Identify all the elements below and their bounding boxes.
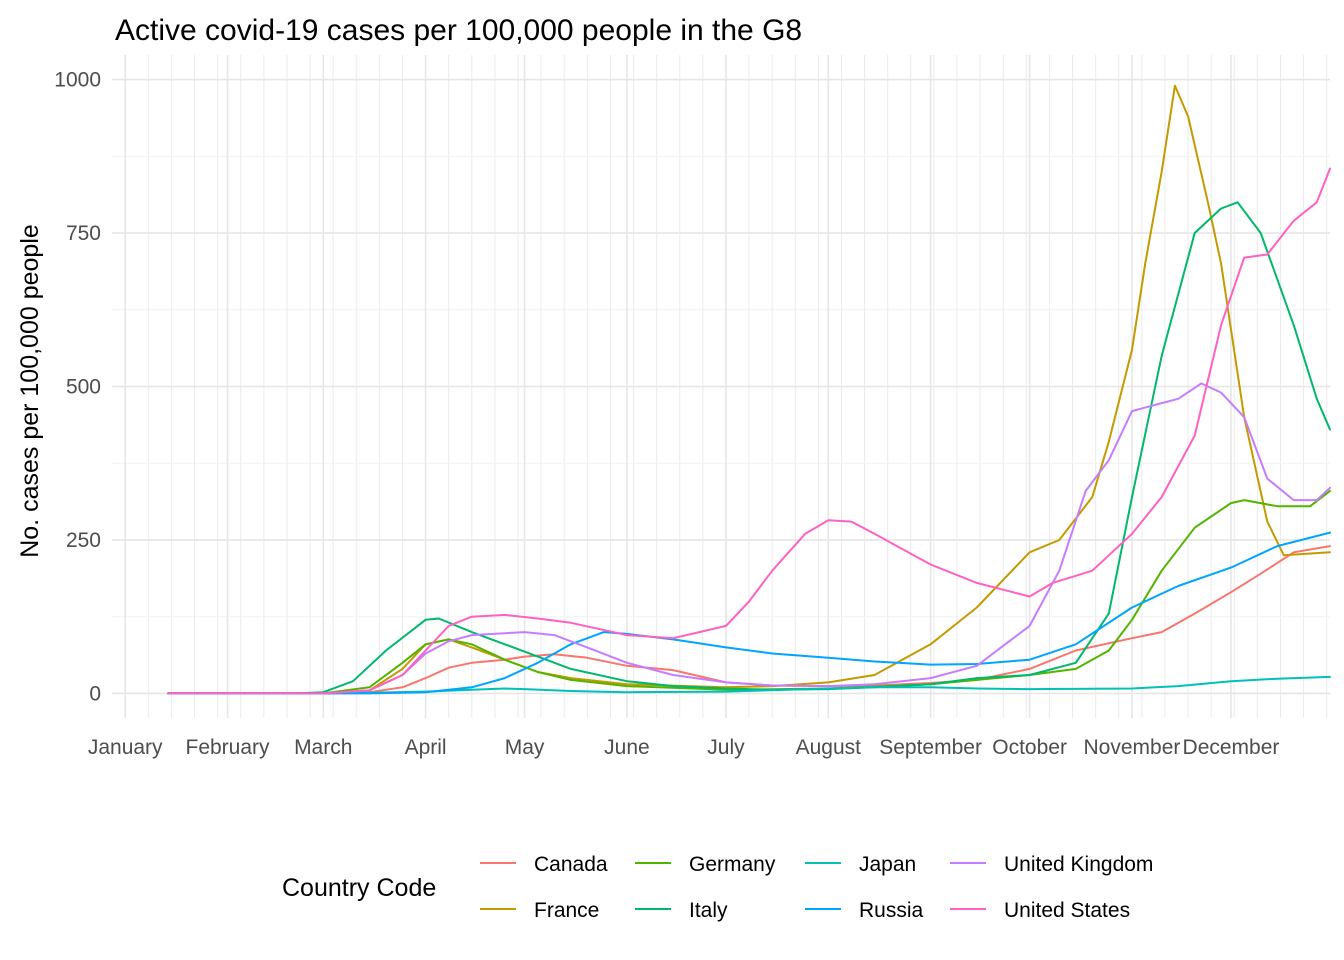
legend: Country Code Canada France Germany Italy Jap… <box>282 853 1153 922</box>
y-tick-label: 1000 <box>54 69 101 92</box>
legend-label: Italy <box>689 899 728 922</box>
x-tick-label: November <box>1084 736 1181 759</box>
legend-item-germany: Germany <box>635 853 776 876</box>
legend-item-united-states: United States <box>950 899 1130 922</box>
legend-item-france: France <box>480 899 599 922</box>
series-lines <box>167 84 1331 695</box>
legend-label: Japan <box>859 853 916 876</box>
y-axis-title: No. cases per 100,000 people <box>16 224 44 558</box>
series-line-united-states <box>167 167 1331 695</box>
series-line-russia <box>167 531 1331 695</box>
legend-item-russia: Russia <box>805 899 924 922</box>
x-tick-label: September <box>879 736 982 759</box>
legend-items: Canada France Germany Italy Japan Russia Unite… <box>480 853 1153 922</box>
y-tick-label: 750 <box>66 222 101 245</box>
y-tick-label: 500 <box>66 376 101 399</box>
x-tick-label: March <box>294 736 352 759</box>
y-tick-label: 250 <box>66 529 101 552</box>
legend-item-italy: Italy <box>635 899 728 922</box>
x-tick-label: October <box>992 736 1067 759</box>
x-tick-label: January <box>88 736 163 759</box>
legend-label: Canada <box>534 853 608 876</box>
y-tick-label: 0 <box>89 682 101 705</box>
legend-label: Russia <box>859 899 924 922</box>
series-line-united-kingdom <box>167 382 1331 695</box>
legend-label: France <box>534 899 599 922</box>
legend-label: United States <box>1004 899 1130 922</box>
x-tick-label: April <box>405 736 447 759</box>
x-tick-label: July <box>707 736 745 759</box>
y-axis-tick-labels: 0 250 500 750 1000 <box>54 69 101 706</box>
x-axis-tick-labels: January February March April May June July Augu… <box>88 736 1280 759</box>
x-tick-label: February <box>186 736 271 759</box>
legend-item-canada: Canada <box>480 853 608 876</box>
legend-item-united-kingdom: United Kingdom <box>950 853 1153 876</box>
legend-label: Germany <box>689 853 776 876</box>
legend-title: Country Code <box>282 874 436 902</box>
x-tick-label: August <box>796 736 862 759</box>
legend-item-japan: Japan <box>805 853 916 876</box>
major-gridlines <box>112 55 1330 718</box>
x-tick-label: May <box>505 736 545 759</box>
chart-title: Active covid-19 cases per 100,000 people… <box>115 14 802 47</box>
x-tick-label: June <box>604 736 650 759</box>
legend-label: United Kingdom <box>1004 853 1153 876</box>
x-tick-label: December <box>1183 736 1280 759</box>
